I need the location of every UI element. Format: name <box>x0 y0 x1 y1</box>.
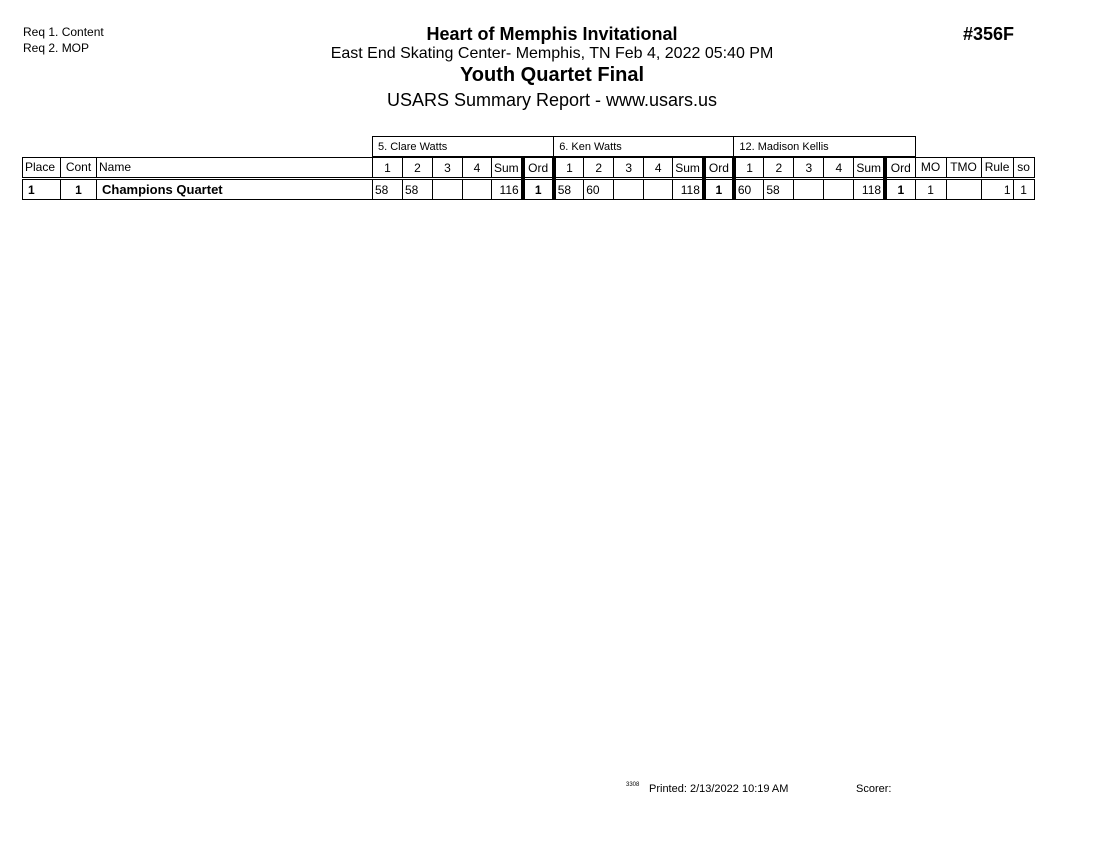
col-judge-1-ord: Ord <box>520 156 555 180</box>
col-judge-1-sum: Sum <box>490 156 524 180</box>
col-tmo: TMO <box>945 156 982 180</box>
competition-title: Heart of Memphis Invitational <box>426 24 678 44</box>
col-cont: Cont <box>60 156 97 180</box>
score-cell: 118 <box>672 178 705 200</box>
col-judge-3-3: 3 <box>793 156 825 180</box>
table-row: 1 1 Champions Quartet 58 58 116 1 58 60 118 1 60… <box>22 178 1035 200</box>
score-cell: 60 <box>731 178 765 200</box>
score-cell: 58 <box>372 178 403 200</box>
score-cell <box>793 178 825 200</box>
col-so: so <box>1012 156 1035 180</box>
name-cell: Champions Quartet <box>96 178 373 200</box>
summary-table: 5. Clare Watts 6. Ken Watts 12. Madison … <box>22 136 1035 200</box>
event-code: #356F <box>963 24 1015 44</box>
venue-date: East End Skating Center- Memphis, TN Feb… <box>330 45 774 62</box>
score-cell: 1 <box>520 178 555 200</box>
event-title: Youth Quartet Final <box>459 64 645 86</box>
col-judge-3-1: 1 <box>731 156 765 180</box>
printed-timestamp: Printed: 2/13/2022 10:19 AM <box>649 783 789 795</box>
col-judge-2-sum: Sum <box>672 156 705 180</box>
col-rule: Rule <box>980 156 1014 180</box>
col-judge-1-4: 4 <box>462 156 492 180</box>
requirement-1: Req 1. Content <box>23 25 104 39</box>
score-cell: 58 <box>763 178 795 200</box>
score-cell: 118 <box>853 178 886 200</box>
so-cell: 1 <box>1012 178 1035 200</box>
col-place: Place <box>22 156 61 180</box>
score-cell <box>432 178 463 200</box>
col-judge-3-sum: Sum <box>853 156 886 180</box>
col-name: Name <box>96 156 373 180</box>
col-judge-2-2: 2 <box>583 156 615 180</box>
score-cell <box>462 178 492 200</box>
col-judge-2-ord: Ord <box>701 156 735 180</box>
judge-row: 5. Clare Watts 6. Ken Watts 12. Madison … <box>23 136 1035 158</box>
col-judge-1-2: 2 <box>402 156 433 180</box>
score-cell <box>823 178 855 200</box>
footer-code: 3308 <box>626 782 640 788</box>
col-judge-1-1: 1 <box>372 156 403 180</box>
col-mo: MO <box>914 156 947 180</box>
col-judge-2-1: 1 <box>551 156 585 180</box>
place-cell: 1 <box>22 178 61 200</box>
score-cell: 58 <box>402 178 433 200</box>
col-judge-3-2: 2 <box>763 156 795 180</box>
col-judge-2-3: 3 <box>613 156 645 180</box>
tmo-cell <box>945 178 982 200</box>
col-judge-3-4: 4 <box>823 156 855 180</box>
requirement-2: Req 2. MOP <box>23 41 90 55</box>
col-judge-2-4: 4 <box>643 156 674 180</box>
score-cell: 1 <box>883 178 916 200</box>
cont-cell: 1 <box>60 178 97 200</box>
score-cell: 58 <box>551 178 585 200</box>
score-cell <box>643 178 674 200</box>
score-cell <box>613 178 645 200</box>
report-title: USARS Summary Report - www.usars.us <box>386 90 718 110</box>
judge-header: 12. Madison Kellis <box>733 136 916 158</box>
mo-cell: 1 <box>914 178 947 200</box>
col-judge-1-3: 3 <box>432 156 463 180</box>
judge-header: 6. Ken Watts <box>553 136 735 158</box>
score-cell: 116 <box>490 178 524 200</box>
rule-cell: 1 <box>980 178 1014 200</box>
scorer-label: Scorer: <box>856 783 892 795</box>
score-cell: 1 <box>701 178 735 200</box>
judge-header: 5. Clare Watts <box>371 136 555 158</box>
column-header-row: Place Cont Name 1 2 3 4 Sum Ord 1 2 3 4 Sum Ord 1 2 3 4… <box>22 156 1035 180</box>
score-cell: 60 <box>583 178 615 200</box>
col-judge-3-ord: Ord <box>883 156 916 180</box>
